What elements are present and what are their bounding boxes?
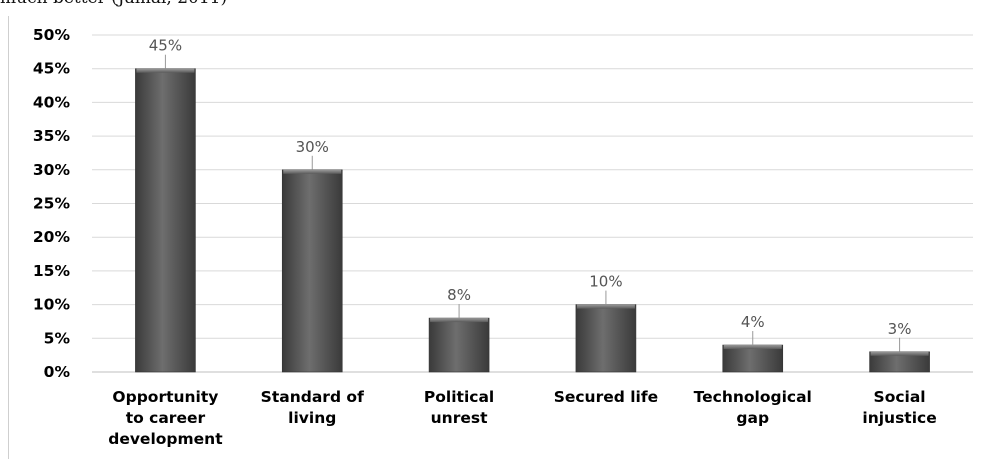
bar-cap	[283, 169, 342, 174]
bar-cap	[576, 304, 635, 309]
bar	[135, 68, 196, 373]
data-label: 45%	[149, 37, 182, 55]
x-tick-label: Technological gap	[694, 388, 812, 427]
y-tick-label: 20%	[33, 228, 71, 246]
y-tick-label: 40%	[33, 93, 71, 111]
y-tick-label: 45%	[33, 60, 71, 78]
bar	[722, 344, 784, 373]
header-fragment: much better (Jamal, 2011)	[0, 0, 227, 8]
x-tick-label: Opportunity to career development	[108, 388, 223, 448]
y-tick-label: 50%	[33, 26, 71, 44]
x-tick-label: Standard of living	[261, 388, 364, 427]
y-tick-label: 15%	[33, 262, 71, 280]
y-tick-label: 5%	[44, 329, 71, 347]
chart-frame-edge	[8, 16, 9, 459]
bar	[281, 169, 343, 373]
bar-cap	[723, 345, 782, 350]
x-tick-label: Social injustice	[862, 388, 936, 427]
bar	[575, 304, 637, 373]
y-tick-label: 10%	[33, 296, 71, 314]
x-tick-label: Political unrest	[424, 388, 494, 427]
y-axis: 0% 5% 10% 15% 20% 25% 30% 35% 40% 45% 50%	[33, 26, 71, 381]
data-label: 8%	[447, 286, 471, 304]
data-label: 30%	[296, 138, 329, 156]
gridlines	[92, 34, 973, 373]
y-tick-label: 30%	[33, 161, 71, 179]
bar	[428, 317, 490, 373]
bar-cap	[136, 68, 195, 73]
data-label: 3%	[888, 320, 912, 338]
x-tick-label: Secured life	[554, 388, 658, 406]
y-tick-label: 35%	[33, 127, 71, 145]
y-tick-label: 25%	[33, 195, 71, 213]
bar-cap	[870, 351, 929, 356]
x-axis: Opportunity to career development Standard …	[108, 388, 937, 448]
data-label: 10%	[589, 273, 622, 291]
data-labels: 45% 30% 8% 10% 4% 3%	[149, 37, 912, 352]
data-label: 4%	[741, 313, 765, 331]
bars	[135, 68, 930, 373]
y-tick-label: 0%	[44, 363, 71, 381]
bar-cap	[430, 318, 489, 323]
